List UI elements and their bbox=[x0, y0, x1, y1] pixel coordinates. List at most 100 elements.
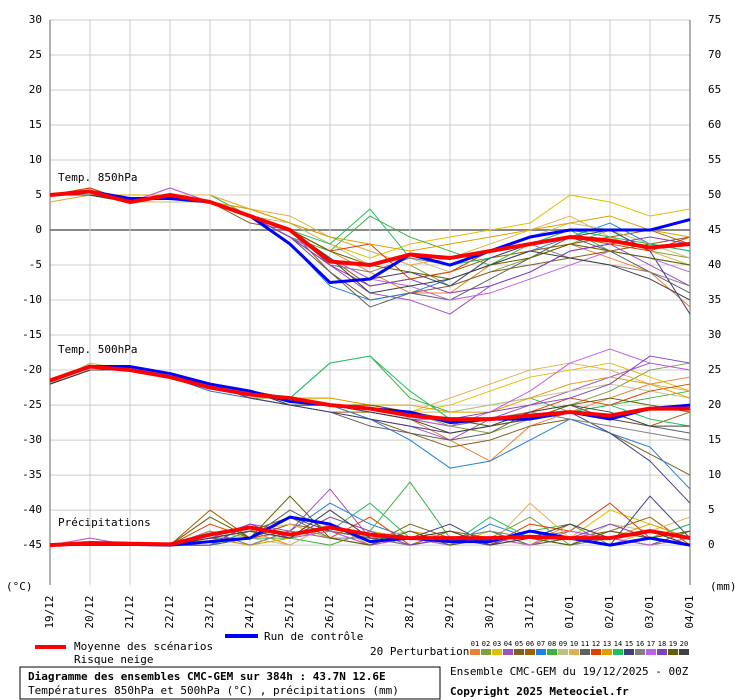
perturbation-line bbox=[50, 194, 691, 252]
y-tick-label: 30 bbox=[29, 13, 42, 26]
legend-perturbation-label: 16 bbox=[636, 640, 644, 648]
x-tick-label: 23/12 bbox=[203, 595, 216, 628]
x-tick-label: 20/12 bbox=[83, 595, 96, 628]
y2-tick-label: 40 bbox=[708, 258, 721, 271]
legend-perturbation-swatch bbox=[569, 649, 579, 655]
legend-perturbation-label: 14 bbox=[614, 640, 622, 648]
legend-perturbation-swatch bbox=[657, 649, 667, 655]
y-tick-label: -35 bbox=[22, 468, 42, 481]
y2-tick-label: 70 bbox=[708, 48, 721, 61]
legend-perturbation-swatch bbox=[646, 649, 656, 655]
y2-tick-label: 65 bbox=[708, 83, 721, 96]
x-tick-label: 30/12 bbox=[483, 595, 496, 628]
x-tick-label: 04/01 bbox=[683, 595, 696, 628]
legend-perturbation-swatch bbox=[536, 649, 546, 655]
y2-tick-label: 45 bbox=[708, 223, 721, 236]
mean-line bbox=[49, 525, 691, 548]
x-tick-label: 28/12 bbox=[403, 595, 416, 628]
y-tick-label: -25 bbox=[22, 398, 42, 411]
legend-perturbation-label: 06 bbox=[526, 640, 534, 648]
legend-perturbation-label: 08 bbox=[548, 640, 556, 648]
mean-line bbox=[49, 189, 691, 268]
legend-perturbation-label: 03 bbox=[493, 640, 501, 648]
y-tick-label: 15 bbox=[29, 118, 42, 131]
x-tick-label: 19/12 bbox=[43, 595, 56, 628]
y-tick-label: 25 bbox=[29, 48, 42, 61]
x-tick-label: 27/12 bbox=[363, 595, 376, 628]
legend-perturbation-label: 17 bbox=[647, 640, 655, 648]
legend-perturbation-swatch bbox=[591, 649, 601, 655]
legend-control: Run de contrôle bbox=[264, 630, 363, 643]
legend-perturbation-label: 07 bbox=[537, 640, 545, 648]
legend-perturbation-label: 10 bbox=[570, 640, 578, 648]
y2-tick-label: 30 bbox=[708, 328, 721, 341]
legend-perturbation-label: 15 bbox=[625, 640, 633, 648]
legend-perturbation-swatch bbox=[602, 649, 612, 655]
legend-perturbation-swatch bbox=[679, 649, 689, 655]
legend-perturbation-label: 04 bbox=[504, 640, 512, 648]
y-tick-label: -40 bbox=[22, 503, 42, 516]
legend-perturbation-swatch bbox=[635, 649, 645, 655]
y2-tick-label: 50 bbox=[708, 188, 721, 201]
legend-perturbation-swatch bbox=[492, 649, 502, 655]
legend-perturbation-swatch bbox=[503, 649, 513, 655]
x-tick-label: 26/12 bbox=[323, 595, 336, 628]
legend-mean: Moyenne des scénarios bbox=[74, 640, 213, 653]
x-tick-label: 25/12 bbox=[283, 595, 296, 628]
legend-perturbation-swatch bbox=[668, 649, 678, 655]
legend-perturbation-swatch bbox=[525, 649, 535, 655]
legend-perturbation-label: 11 bbox=[581, 640, 589, 648]
legend-perturbation-swatch bbox=[580, 649, 590, 655]
panel-label: Temp. 500hPa bbox=[58, 343, 137, 356]
x-tick-label: 31/12 bbox=[523, 595, 536, 628]
legend-perturbation-label: 13 bbox=[603, 640, 611, 648]
footer-box bbox=[19, 666, 441, 700]
legend-perturbations: 20 Perturbations bbox=[370, 645, 476, 658]
footer-subtitle: Températures 850hPa et 500hPa (°C) , pré… bbox=[28, 684, 399, 697]
x-tick-label: 03/01 bbox=[643, 595, 656, 628]
y2-tick-label: 25 bbox=[708, 363, 721, 376]
y-tick-label: 0 bbox=[35, 223, 42, 236]
legend-perturbation-swatch bbox=[624, 649, 634, 655]
legend-perturbation-swatch bbox=[558, 649, 568, 655]
x-tick-label: 24/12 bbox=[243, 595, 256, 628]
legend-perturbation-label: 01 bbox=[471, 640, 479, 648]
y-tick-label: -45 bbox=[22, 538, 42, 551]
legend-perturbation-label: 02 bbox=[482, 640, 490, 648]
run-info: Ensemble CMC-GEM du 19/12/2025 - 00Z bbox=[450, 665, 689, 678]
y2-tick-label: 60 bbox=[708, 118, 721, 131]
y2-tick-label: 15 bbox=[708, 433, 721, 446]
legend-perturbation-label: 20 bbox=[680, 640, 688, 648]
legend-snow: Risque neige bbox=[74, 653, 153, 666]
y-unit: (°C) bbox=[6, 580, 33, 593]
x-tick-label: 21/12 bbox=[123, 595, 136, 628]
legend-perturbation-swatch bbox=[514, 649, 524, 655]
y-tick-label: -10 bbox=[22, 293, 42, 306]
y2-tick-label: 20 bbox=[708, 398, 721, 411]
legend-perturbation-label: 05 bbox=[515, 640, 523, 648]
x-tick-label: 01/01 bbox=[563, 595, 576, 628]
y-tick-label: -5 bbox=[29, 258, 42, 271]
y2-tick-label: 5 bbox=[708, 503, 715, 516]
mean-line bbox=[49, 364, 690, 422]
y-tick-label: 10 bbox=[29, 153, 42, 166]
y-tick-label: 20 bbox=[29, 83, 42, 96]
y-tick-label: -30 bbox=[22, 433, 42, 446]
legend-perturbation-swatch bbox=[613, 649, 623, 655]
y-tick-label: -20 bbox=[22, 363, 42, 376]
y2-tick-label: 55 bbox=[708, 153, 721, 166]
legend-perturbation-swatch bbox=[481, 649, 491, 655]
panel-label: Précipitations bbox=[58, 516, 151, 529]
y2-unit: (mm) bbox=[710, 580, 737, 593]
legend-perturbation-label: 09 bbox=[559, 640, 567, 648]
x-tick-label: 22/12 bbox=[163, 595, 176, 628]
legend-perturbation-swatch bbox=[470, 649, 480, 655]
y2-tick-label: 0 bbox=[708, 538, 715, 551]
x-tick-label: 29/12 bbox=[443, 595, 456, 628]
legend-perturbation-label: 19 bbox=[669, 640, 677, 648]
legend-perturbation-swatch bbox=[547, 649, 557, 655]
legend-perturbation-label: 12 bbox=[592, 640, 600, 648]
legend-perturbation-label: 18 bbox=[658, 640, 666, 648]
copyright: Copyright 2025 Meteociel.fr bbox=[450, 685, 629, 698]
